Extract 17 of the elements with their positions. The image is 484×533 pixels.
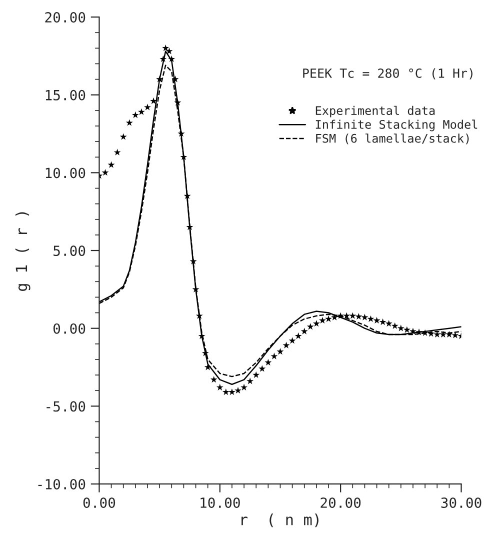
y-tick-label: -10.00 (38, 478, 86, 490)
x-axis-title: r ( n m) (242, 514, 318, 528)
y-tick-label: -5.00 (46, 401, 86, 412)
y-tick-label: 15.00 (46, 90, 86, 100)
legend-label: FSM (6 lamellae/stack) (316, 134, 469, 144)
y-tick-label: 0.00 (53, 323, 86, 334)
x-tick-label: 20.00 (320, 497, 361, 508)
legend-label: Experimental data (316, 106, 435, 118)
y-axis-title: g 1 ( r ) (15, 212, 30, 291)
y-tick-label: 20.00 (45, 12, 86, 23)
x-tick-label: 0.00 (83, 497, 116, 508)
annotation: PEEK Tc = 280 °C (1 Hr) (303, 68, 472, 80)
y-tick-label: 10.00 (46, 168, 86, 178)
x-tick-label: 10.00 (200, 497, 240, 508)
x-tick-label: 30.00 (441, 497, 482, 508)
y-tick-label: 5.00 (54, 246, 86, 256)
legend-label: Infinite Stacking Model (316, 120, 478, 132)
